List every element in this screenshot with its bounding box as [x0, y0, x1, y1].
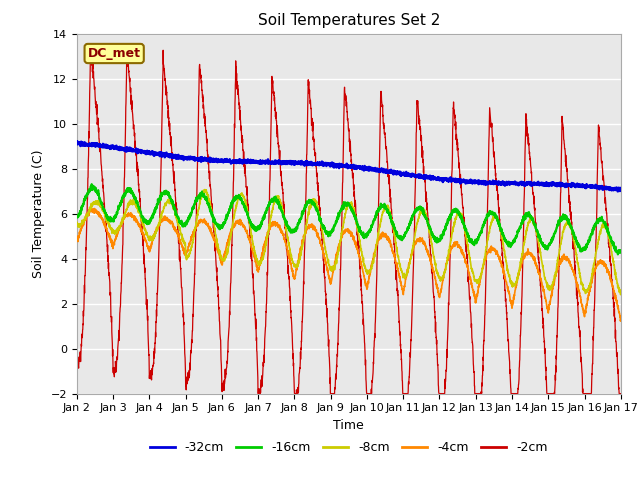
Legend: -32cm, -16cm, -8cm, -4cm, -2cm: -32cm, -16cm, -8cm, -4cm, -2cm [145, 436, 553, 459]
X-axis label: Time: Time [333, 419, 364, 432]
Y-axis label: Soil Temperature (C): Soil Temperature (C) [32, 149, 45, 278]
Title: Soil Temperatures Set 2: Soil Temperatures Set 2 [258, 13, 440, 28]
Text: DC_met: DC_met [88, 47, 141, 60]
